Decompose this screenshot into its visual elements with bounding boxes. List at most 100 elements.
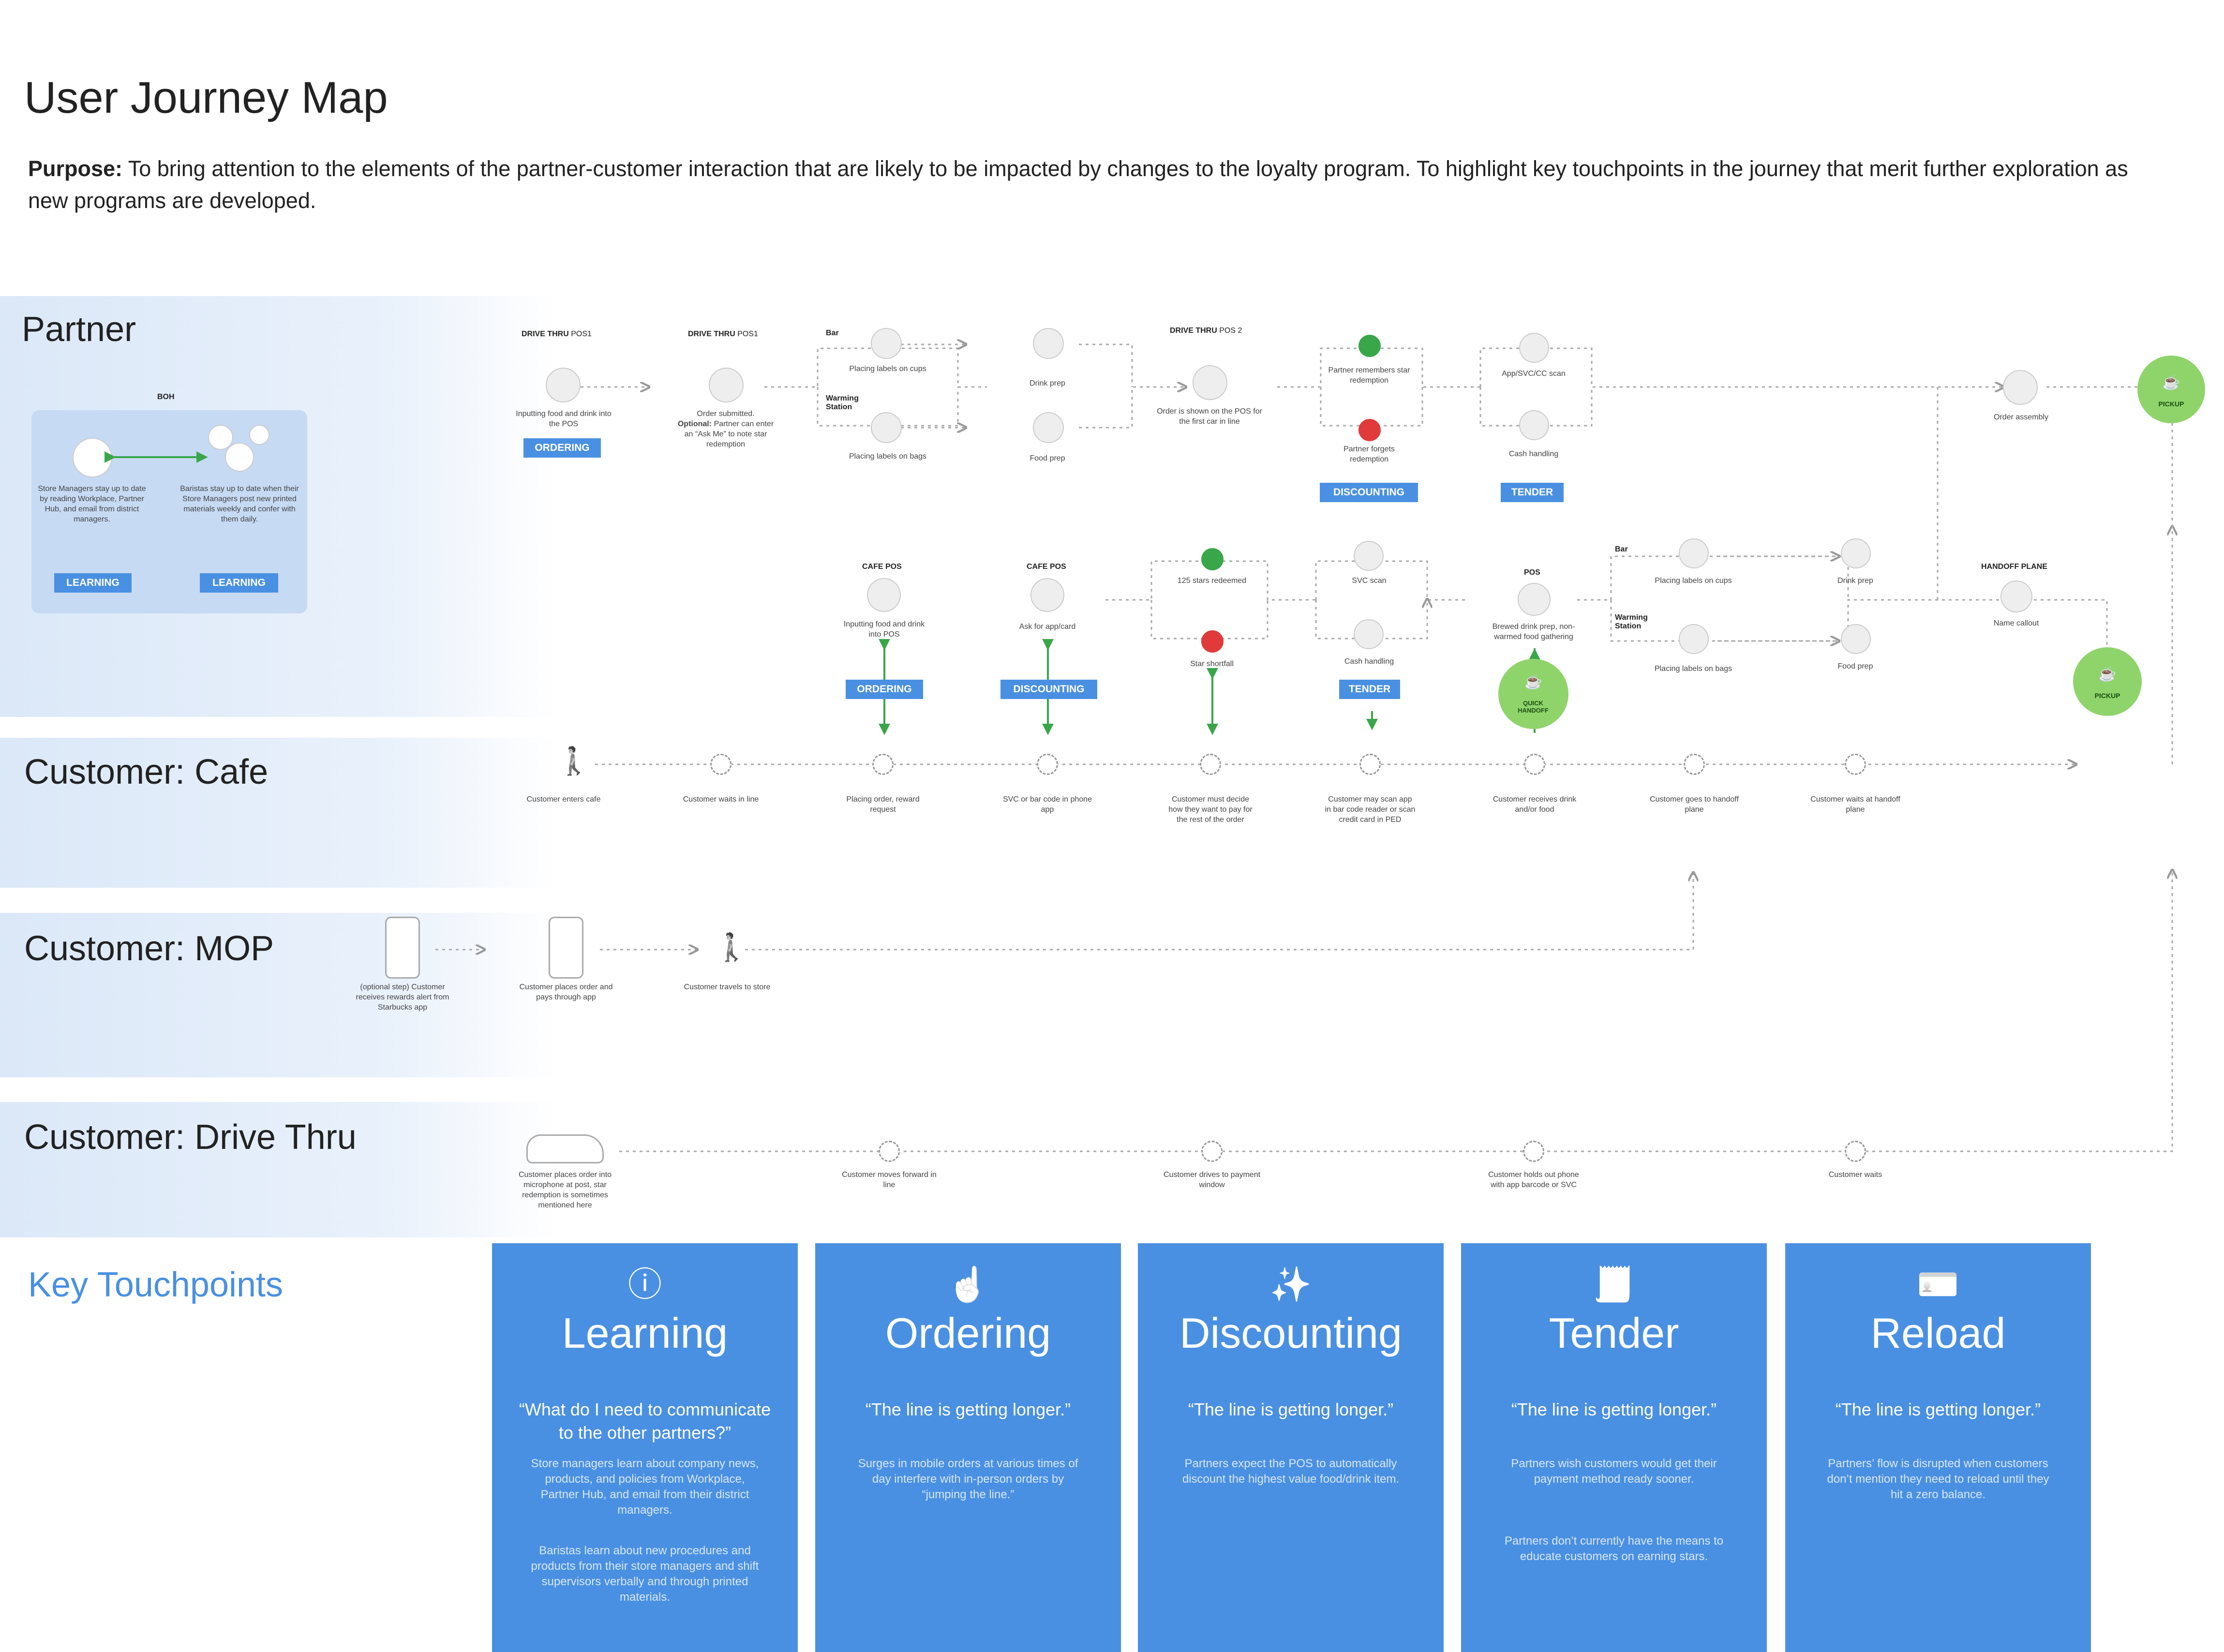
lane-label-key-touchpoints: Key Touchpoints xyxy=(28,1265,284,1304)
warming-label-cafe: Warming Station xyxy=(1615,613,1648,630)
pickup-label-cafe: PICKUP xyxy=(2094,692,2120,699)
receipt-icon: 🧾 xyxy=(1593,1265,1635,1303)
lane-cafe-bg xyxy=(0,738,556,888)
lane-label-drive: Customer: Drive Thru xyxy=(24,1118,357,1157)
lane-label-mop: Customer: MOP xyxy=(24,929,274,968)
dt-pos1-header-a: DRIVE THRU POS1 xyxy=(522,330,592,339)
drive-step-label: Customer holds out phone with app barcod… xyxy=(1488,1171,1579,1189)
partner-avatar-cash-cafe xyxy=(1354,619,1384,649)
cafe-step-label: Customer enters cafe xyxy=(526,795,601,804)
sad-face-icon-top xyxy=(1358,419,1381,441)
cafe-step-node xyxy=(710,754,731,775)
quick-handoff-button[interactable]: ☕ QUICK HANDOFF xyxy=(1498,659,1568,729)
touchpoint-card-discounting: ✨ Discounting “The line is getting longer.… xyxy=(1138,1243,1444,1652)
barista-avatar-1 xyxy=(208,425,233,450)
partner-avatar-handoff xyxy=(2000,580,2032,612)
drive-step-label: Customer moves forward in line xyxy=(842,1171,937,1189)
dt-pos2: POS 2 xyxy=(1219,327,1242,335)
drink-prep-caption-top: Drink prep xyxy=(1030,379,1065,387)
order-submitted-caption: Order submitted. Optional: Partner can en… xyxy=(672,409,779,449)
ordering-tag-cafe: ORDERING xyxy=(846,680,923,699)
touchpoint-body-2: Baristas learn about new procedures and … xyxy=(531,1544,759,1604)
stars-redeemed-caption: 125 stars redeemed xyxy=(1177,577,1247,585)
boh-learning-tag-2: LEARNING xyxy=(200,573,278,593)
mop-step-label: (optional step) Customer receives reward… xyxy=(356,983,449,1012)
touchpoint-quote: “What do I need to communicate to the ot… xyxy=(519,1399,771,1443)
order-shown-caption: Order is shown on the POS for the first … xyxy=(1157,407,1262,426)
cafe-pos-header-2: CAFE POS xyxy=(1027,563,1066,571)
cafe-step-node xyxy=(872,754,894,775)
boh-learning-tag-1: LEARNING xyxy=(54,573,132,593)
touchpoint-quote: “The line is getting longer.” xyxy=(1835,1399,2041,1419)
pickup-icon-cafe: ☕ xyxy=(2098,666,2117,682)
cash-caption-cafe: Cash handling xyxy=(1344,657,1394,666)
drive-step-label: Customer places order into microphone at… xyxy=(518,1171,612,1209)
touchpoint-body-1: Surges in mobile orders at various times… xyxy=(858,1457,1078,1501)
phone-icon xyxy=(385,917,420,979)
cafe-step-node xyxy=(1200,754,1221,775)
labels-cups-icon-top xyxy=(871,328,902,359)
labels-bags-icon-cafe xyxy=(1679,624,1709,654)
touchpoint-quote: “The line is getting longer.” xyxy=(1511,1399,1717,1419)
pickup-button-top[interactable]: ☕ PICKUP xyxy=(2137,356,2205,423)
discounting-tag-cafe: DISCOUNTING xyxy=(1000,680,1097,699)
info-icon: ⓘ xyxy=(628,1265,662,1303)
remembers-caption: Partner remembers star redemption xyxy=(1328,366,1410,385)
partner-avatar-cafe-pos1 xyxy=(867,578,901,612)
sad-face-icon-cafe xyxy=(1201,630,1224,653)
tender-tag-cafe: TENDER xyxy=(1339,680,1400,699)
cafe-step-label: Customer may scan app in bar code reader… xyxy=(1325,795,1416,824)
partner-avatar-dt2 xyxy=(709,368,744,402)
touchpoint-title: Tender xyxy=(1549,1309,1679,1357)
purpose-label: Purpose: xyxy=(28,156,123,181)
cash-caption-top: Cash handling xyxy=(1508,450,1559,458)
food-prep-icon-cafe xyxy=(1841,624,1871,654)
pointing-hand-icon: ☝ xyxy=(947,1265,989,1303)
order-assembly-caption: Order assembly xyxy=(1994,413,2048,421)
cafe-step-label: Customer waits in line xyxy=(683,795,759,804)
warming-label-top: Warming Station xyxy=(826,394,859,411)
phone-order-icon xyxy=(549,917,583,979)
star-shortfall-caption: Star shortfall xyxy=(1190,660,1234,668)
pos-header: POS xyxy=(1524,568,1540,577)
boh-header: BOH xyxy=(157,393,175,401)
touchpoint-title: Learning xyxy=(562,1309,728,1357)
touchpoint-body-2: Partners don’t currently have the means … xyxy=(1504,1534,1724,1563)
food-prep-icon-top xyxy=(1033,412,1064,443)
dt-pos1-b-bold: DRIVE THRU xyxy=(688,330,735,338)
ordering-tag-dt: ORDERING xyxy=(523,438,601,458)
drive-step-label: Customer drives to payment window xyxy=(1163,1171,1261,1189)
forgets-caption: Partner forgets redemption xyxy=(1343,445,1395,463)
happy-face-icon-top xyxy=(1358,335,1381,357)
purpose-text: Purpose: To bring attention to the eleme… xyxy=(28,153,2157,217)
touchpoint-title: Discounting xyxy=(1179,1309,1402,1357)
car-icon xyxy=(526,1134,604,1163)
id-card-icon: 🪪 xyxy=(1917,1265,1959,1303)
cafe-step-node xyxy=(1359,754,1381,775)
partner-avatar-cash-top xyxy=(1519,410,1549,440)
touchpoint-quote: “The line is getting longer.” xyxy=(1188,1399,1394,1419)
barista-avatar-2 xyxy=(249,425,269,445)
cafe-step-label: Customer must decide how they want to pa… xyxy=(1168,795,1253,824)
cafe-step-label: Placing order, reward request xyxy=(846,795,920,814)
cafe-inputting-caption: Inputting food and drink into POS xyxy=(843,620,925,639)
lane-label-partner: Partner xyxy=(22,310,136,349)
dt-pos1-a-bold: DRIVE THRU xyxy=(522,330,569,338)
partner-avatar-dt3 xyxy=(1193,365,1227,400)
pickup-button-cafe[interactable]: ☕ PICKUP xyxy=(2073,647,2142,716)
drink-prep-caption-cafe: Drink prep xyxy=(1837,577,1873,585)
handoff-plane-header: HANDOFF PLANE xyxy=(1981,563,2047,571)
page-title: User Journey Map xyxy=(24,73,388,122)
food-prep-caption-top: Food prep xyxy=(1030,454,1065,462)
dt-pos1-b: POS1 xyxy=(737,330,758,338)
lane-mop-bg xyxy=(0,913,556,1077)
partner-avatar-assembly xyxy=(2003,370,2038,405)
brewed-icon xyxy=(1518,583,1551,616)
labels-cups-caption-cafe: Placing labels on cups xyxy=(1655,577,1732,585)
app-scan-caption: App/SVC/CC scan xyxy=(1502,370,1566,378)
cafe-step-node xyxy=(1524,754,1545,775)
dt-inputting-caption: Inputting food and drink into the POS xyxy=(516,410,612,428)
drive-step-node xyxy=(1523,1141,1544,1162)
lane-drive-bg xyxy=(0,1102,556,1237)
pickup-label-top: PICKUP xyxy=(2158,400,2184,408)
